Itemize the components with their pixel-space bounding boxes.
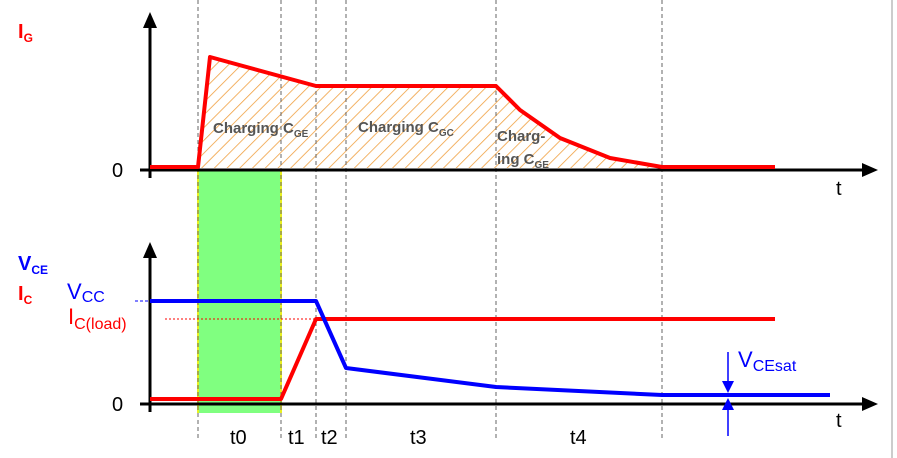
interval-label-t3: t3 — [410, 427, 427, 449]
interval-label-t4: t4 — [570, 427, 587, 449]
top-x-axis-arrow-icon — [862, 163, 878, 177]
vcc-label: VCC — [67, 279, 105, 306]
vce-axis-label: VCE — [18, 253, 48, 277]
vce-curve — [150, 299, 830, 397]
charging-cge-label: Charging CGE — [213, 120, 309, 140]
ig-axis-label: IG — [18, 21, 33, 45]
bottom-y-axis-arrow-icon — [143, 242, 157, 258]
interval-separators — [197, 0, 663, 440]
t0-highlight-region — [198, 170, 281, 413]
top-zero-label: 0 — [112, 160, 123, 182]
interval-label-t0: t0 — [230, 427, 247, 449]
top-t-axis-label: t — [836, 178, 842, 200]
ig-charge-region — [198, 57, 662, 168]
vcesat-down-arrow-icon — [722, 381, 734, 393]
vcesat-label: VCEsat — [738, 347, 797, 375]
icload-label: IC(load) — [68, 304, 127, 333]
charging-cge-tail-line1: Charg- — [497, 128, 545, 145]
ig-curve — [150, 55, 775, 169]
charging-cgc-label: Charging CGC — [358, 119, 454, 139]
ic-curve — [150, 317, 775, 401]
bottom-t-axis-label: t — [836, 410, 842, 432]
bottom-zero-label: 0 — [112, 394, 123, 416]
charging-cge-tail-line2: ing CGE — [497, 151, 549, 171]
top-y-axis-arrow-icon — [143, 12, 157, 28]
vcesat-up-arrow-icon — [722, 398, 734, 410]
interval-label-t1: t1 — [288, 427, 305, 449]
interval-label-t2: t2 — [321, 427, 338, 449]
ic-axis-label: IC — [18, 283, 33, 307]
bottom-x-axis-arrow-icon — [862, 397, 878, 411]
